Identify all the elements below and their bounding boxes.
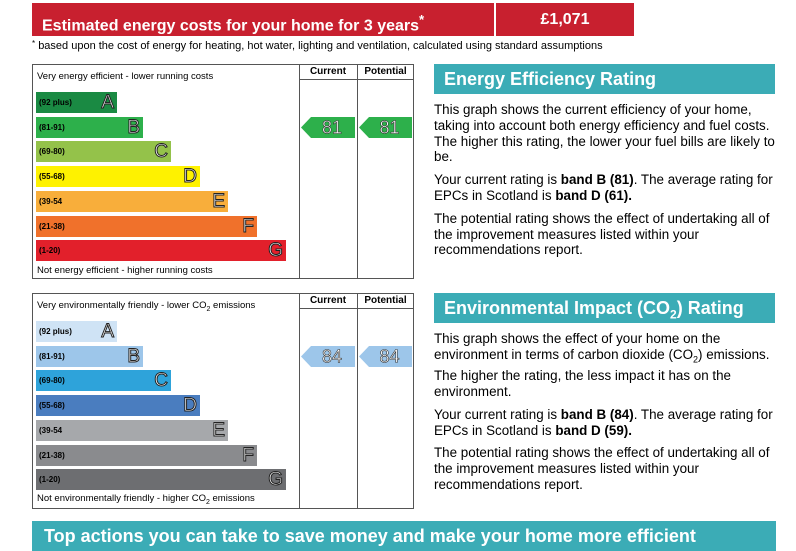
- band-letter: C: [154, 141, 169, 163]
- band-letter: F: [242, 444, 255, 466]
- band-range: (1-20): [39, 246, 61, 256]
- current-rating-value: 81: [322, 117, 342, 137]
- rating-band-e: (39-54 E: [36, 190, 228, 212]
- energy-paragraph-2: Your current rating is band B (81). The …: [434, 172, 773, 203]
- band-range: (39-54: [39, 425, 63, 435]
- band-range: (92 plus): [39, 98, 72, 107]
- chart-bottom-label: Not energy efficient - higher running co…: [37, 265, 213, 276]
- env-paragraph-1: This graph shows the effect of your home…: [434, 331, 770, 400]
- band-range: (92 plus): [39, 327, 72, 336]
- environmental-impact-title: Environmental Impact (CO2) Rating: [434, 293, 775, 323]
- band-range: (21-38): [39, 221, 65, 231]
- band-letter: G: [268, 240, 284, 262]
- potential-column-header: Potential: [364, 66, 407, 77]
- potential-rating-arrow: 84: [359, 345, 412, 367]
- band-range: (81-91): [39, 351, 65, 361]
- band-letter: A: [101, 321, 115, 343]
- band-letter: E: [212, 419, 226, 441]
- rating-band-f: (21-38) F: [36, 444, 257, 466]
- potential-rating-value: 84: [379, 346, 399, 366]
- band-letter: A: [101, 92, 115, 114]
- band-range: (69-80): [39, 376, 65, 386]
- band-letter: D: [183, 166, 198, 188]
- rating-band-a: (92 plus) A: [36, 92, 117, 114]
- band-range: (1-20): [39, 475, 61, 485]
- current-column-header: Current: [309, 66, 347, 77]
- energy-efficiency-description: This graph shows the current efficiency …: [434, 102, 775, 265]
- estimated-cost-label: Estimated energy costs for your home for…: [32, 3, 494, 36]
- energy-paragraph-1: This graph shows the current efficiency …: [434, 102, 775, 165]
- current-rating-value: 84: [322, 346, 342, 366]
- band-range: (55-68): [39, 172, 65, 182]
- rating-band-c: (69-80) C: [36, 141, 171, 163]
- potential-arrow-shape: [359, 345, 412, 367]
- environmental-impact-chart: Current Potential Very environmentally f…: [32, 293, 414, 509]
- band-letter: E: [212, 190, 226, 212]
- rating-band-g: (1-20) G: [36, 240, 286, 262]
- band-range: (81-91): [39, 122, 65, 132]
- chart-bottom-label: Not environmentally friendly - higher CO…: [37, 493, 255, 506]
- rating-band-f: (21-38) F: [36, 215, 257, 237]
- rating-band-a: (92 plus) A: [36, 321, 117, 343]
- env-paragraph-2: Your current rating is band B (84). The …: [434, 406, 773, 438]
- potential-column-header: Potential: [364, 295, 407, 306]
- current-column-header: Current: [309, 295, 347, 306]
- band-letter: B: [127, 345, 141, 367]
- band-range: (21-38): [39, 450, 65, 460]
- potential-rating-value: 81: [379, 117, 399, 137]
- band-letter: D: [183, 395, 198, 417]
- energy-paragraph-3: The potential rating shows the effect of…: [434, 210, 770, 258]
- top-actions-banner: Top actions you can take to save money a…: [32, 521, 776, 551]
- potential-rating-arrow: 81: [359, 116, 412, 138]
- potential-arrow-shape: [359, 116, 412, 138]
- band-letter: C: [154, 370, 169, 392]
- current-rating-arrow: 84: [301, 345, 355, 367]
- rating-band-g: (1-20) G: [36, 469, 286, 491]
- rating-band-b: (81-91) B: [36, 116, 143, 138]
- energy-efficiency-chart: Current Potential Very energy efficient …: [32, 64, 414, 279]
- cost-footnote: * based upon the cost of energy for heat…: [32, 39, 603, 52]
- rating-band-c: (69-80) C: [36, 370, 171, 392]
- current-arrow-shape: [301, 116, 355, 138]
- estimated-cost-value: £1,071: [496, 3, 634, 36]
- rating-band-d: (55-68) D: [36, 395, 200, 417]
- band-range: (69-80): [39, 147, 65, 157]
- env-paragraph-3: The potential rating shows the effect of…: [434, 445, 770, 493]
- band-letter: F: [242, 215, 255, 237]
- current-arrow-shape: [301, 345, 355, 367]
- rating-band-d: (55-68) D: [36, 166, 200, 188]
- environmental-impact-description: This graph shows the effect of your home…: [434, 331, 775, 500]
- rating-band-b: (81-91) B: [36, 345, 143, 367]
- current-rating-arrow: 81: [301, 116, 355, 138]
- chart-top-label: Very energy efficient - lower running co…: [37, 71, 214, 82]
- band-range: (39-54: [39, 196, 63, 206]
- rating-band-e: (39-54 E: [36, 419, 228, 441]
- chart-top-label: Very environmentally friendly - lower CO…: [37, 300, 256, 313]
- energy-efficiency-title: Energy Efficiency Rating: [434, 64, 775, 94]
- band-range: (55-68): [39, 401, 65, 411]
- band-letter: G: [268, 469, 284, 491]
- band-letter: B: [127, 116, 141, 138]
